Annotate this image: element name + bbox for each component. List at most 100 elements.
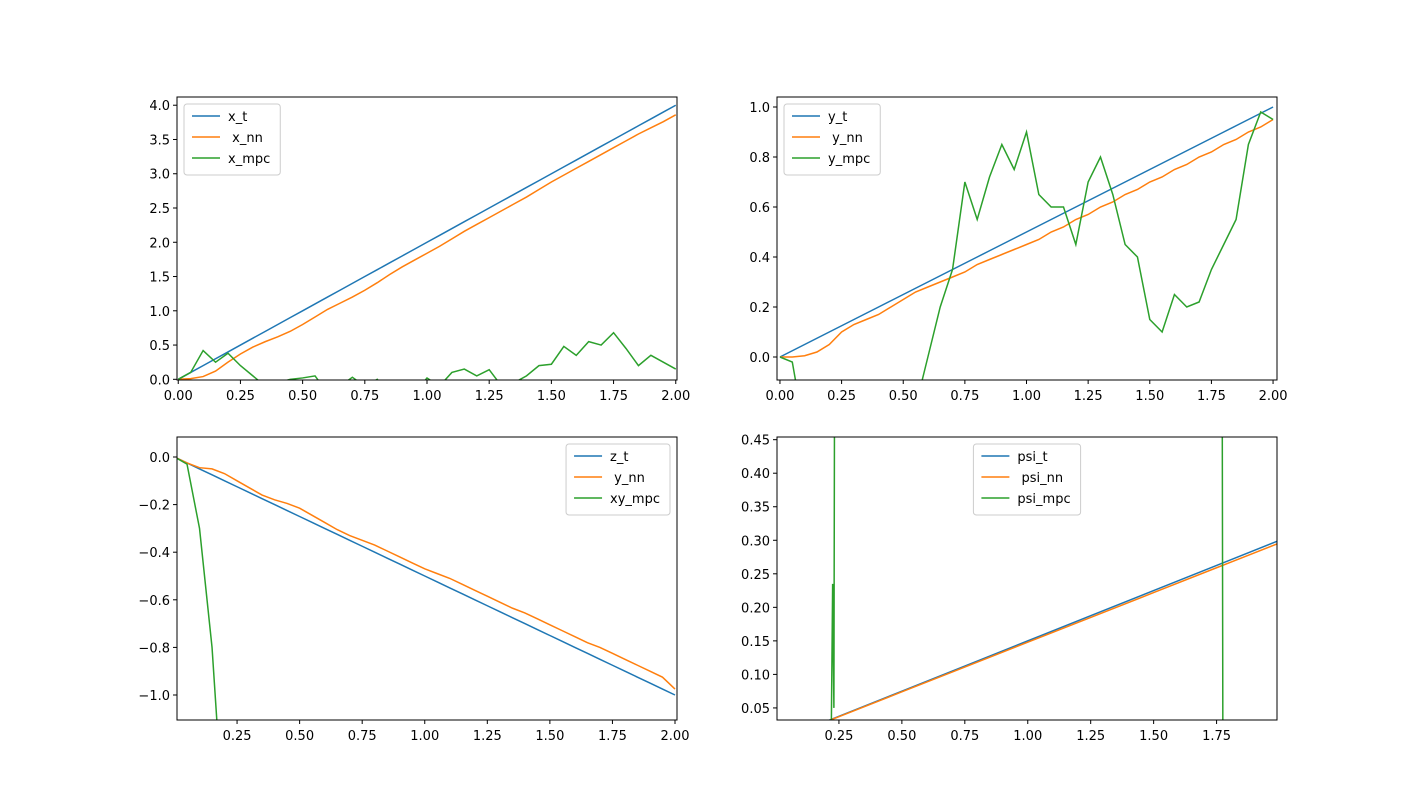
y-tick-label: 0.40: [741, 467, 770, 482]
series-line: [830, 437, 1224, 720]
x-tick-label: 1.50: [1135, 389, 1164, 404]
x-tick-label: 0.75: [950, 729, 979, 744]
y-tick-label: 0.0: [149, 373, 170, 388]
legend: psi_t psi_nn psi_mpc: [972, 443, 1082, 516]
y-tick-label: 0.20: [741, 601, 770, 616]
x-tick-label: 1.50: [535, 729, 564, 744]
x-tick-label: 1.75: [1202, 729, 1231, 744]
legend: y_t y_nn y_mpc: [783, 103, 881, 176]
x-tick-label: 0.75: [350, 389, 379, 404]
series-line: [177, 331, 677, 380]
y-tick-label: 0.25: [741, 568, 770, 583]
series-line: [177, 457, 218, 720]
y-tick-label: 0.0: [749, 351, 770, 366]
subplot: 0.25 0.50 0.75 1.00 1.25 1.50 1.75 0.05 0.10 0.15…: [741, 434, 1278, 744]
subplot: 0.00 0.25 0.50 0.75 1.00 1.25 1.50 1.75 2.00 0.0 0…: [749, 96, 1288, 404]
x-tick-label: 1.25: [475, 389, 504, 404]
series-line: [779, 110, 1274, 380]
y-tick-label: 0.05: [741, 702, 770, 717]
y-tick-label: −1.0: [138, 689, 170, 704]
axes-frame: [776, 436, 1278, 721]
y-tick-label: 2.5: [149, 202, 170, 217]
x-tick-label: 0.25: [226, 389, 255, 404]
x-tick-label: 0.25: [223, 729, 252, 744]
plot-lines: [177, 457, 676, 720]
y-tick-label: 0.10: [741, 668, 770, 683]
series-line: [828, 543, 1277, 720]
y-tick-label: 4.0: [149, 99, 170, 114]
legend-label: x_nn: [228, 131, 263, 146]
x-tick-label: 1.25: [1074, 389, 1103, 404]
series-line: [177, 457, 676, 696]
x-tick-label: 0.75: [950, 389, 979, 404]
subplot: 0.25 0.50 0.75 1.00 1.25 1.50 1.75 2.00 0.0 −0.2 −…: [138, 436, 690, 744]
x-tick-label: 1.00: [1013, 729, 1042, 744]
x-tick-label: 0.00: [164, 389, 193, 404]
x-tick-label: 1.50: [1139, 729, 1168, 744]
legend-label: y_t: [828, 110, 847, 125]
legend: x_t x_nn x_mpc: [183, 103, 281, 176]
plot-lines: [827, 437, 1277, 720]
x-tick-label: 1.00: [410, 729, 439, 744]
legend-label: y_mpc: [828, 152, 870, 167]
legend-label: z_t: [610, 450, 628, 465]
y-tick-label: 1.5: [149, 271, 170, 286]
y-tick-label: 1.0: [749, 101, 770, 116]
legend-label: y_nn: [610, 471, 645, 486]
x-tick-label: 0.50: [887, 729, 916, 744]
x-tick-label: 0.50: [285, 729, 314, 744]
series-line: [779, 118, 1274, 358]
x-tick-label: 0.25: [827, 389, 856, 404]
legend: z_t y_nn xy_mpc: [565, 443, 671, 516]
x-tick-label: 1.00: [1012, 389, 1041, 404]
series-line: [177, 457, 676, 690]
y-tick-label: 2.0: [149, 236, 170, 251]
x-tick-label: 1.75: [598, 729, 627, 744]
legend-label: psi_t: [1017, 450, 1047, 465]
y-tick-label: −0.8: [138, 641, 170, 656]
x-tick-label: 2.00: [1259, 389, 1288, 404]
y-tick-label: 3.5: [149, 133, 170, 148]
x-tick-label: 1.25: [1076, 729, 1105, 744]
legend-label: xy_mpc: [610, 492, 660, 507]
plot-lines: [177, 104, 677, 380]
legend-label: psi_mpc: [1017, 492, 1070, 507]
x-tick-label: 0.50: [288, 389, 317, 404]
series-line: [177, 104, 677, 380]
y-tick-label: 3.0: [149, 168, 170, 183]
subplot: 0.00 0.25 0.50 0.75 1.00 1.25 1.50 1.75 2.00 0.0 0…: [149, 96, 690, 404]
x-tick-label: 2.00: [661, 729, 690, 744]
y-tick-label: 1.0: [149, 305, 170, 320]
x-tick-label: 1.75: [1197, 389, 1226, 404]
y-tick-label: 0.8: [749, 151, 770, 166]
legend-label: x_t: [228, 110, 247, 125]
y-tick-label: −0.6: [138, 594, 170, 609]
y-tick-label: 0.0: [149, 451, 170, 466]
x-tick-label: 1.00: [413, 389, 442, 404]
y-tick-label: −0.4: [138, 546, 170, 561]
x-tick-label: 1.75: [599, 389, 628, 404]
y-tick-label: 0.30: [741, 534, 770, 549]
y-tick-label: 0.4: [749, 251, 770, 266]
legend-label: psi_nn: [1017, 471, 1063, 486]
axes-frame: [176, 436, 678, 721]
legend-label: y_nn: [828, 131, 863, 146]
y-tick-label: 0.35: [741, 501, 770, 516]
y-tick-label: 0.2: [749, 301, 770, 316]
plot-lines: [779, 106, 1274, 380]
legend-label: x_mpc: [228, 152, 270, 167]
y-tick-label: 0.6: [749, 201, 770, 216]
x-tick-label: 1.25: [473, 729, 502, 744]
x-tick-label: 1.50: [537, 389, 566, 404]
y-tick-label: 0.15: [741, 635, 770, 650]
y-tick-label: 0.45: [741, 434, 770, 449]
x-tick-label: 0.75: [348, 729, 377, 744]
x-tick-label: 0.50: [889, 389, 918, 404]
x-tick-label: 0.00: [765, 389, 794, 404]
series-line: [178, 114, 677, 380]
y-tick-label: −0.2: [138, 499, 170, 514]
series-line: [779, 106, 1274, 358]
x-tick-label: 0.25: [824, 729, 853, 744]
y-tick-label: 0.5: [149, 339, 170, 354]
x-tick-label: 2.00: [661, 389, 690, 404]
